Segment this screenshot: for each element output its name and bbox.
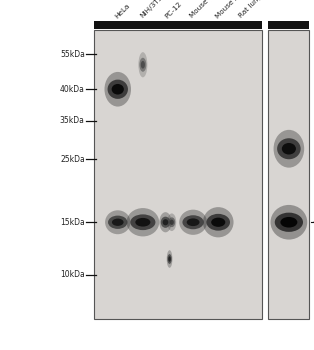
Text: 25kDa: 25kDa: [60, 155, 85, 164]
Ellipse shape: [108, 216, 127, 229]
Ellipse shape: [160, 212, 171, 232]
Text: 35kDa: 35kDa: [60, 116, 85, 125]
Ellipse shape: [130, 214, 155, 230]
Ellipse shape: [282, 143, 296, 154]
Ellipse shape: [167, 250, 172, 268]
Ellipse shape: [206, 214, 230, 231]
Ellipse shape: [280, 217, 297, 228]
Ellipse shape: [105, 72, 131, 107]
Ellipse shape: [182, 215, 204, 229]
Ellipse shape: [167, 214, 176, 231]
Text: 15kDa: 15kDa: [60, 218, 85, 227]
Text: 40kDa: 40kDa: [60, 85, 85, 94]
Ellipse shape: [203, 207, 234, 237]
Text: Rat lung: Rat lung: [237, 0, 263, 19]
Text: PC-12: PC-12: [164, 0, 183, 19]
Ellipse shape: [135, 218, 150, 226]
Text: Mouse liver: Mouse liver: [214, 0, 247, 19]
Text: 55kDa: 55kDa: [60, 50, 85, 59]
Ellipse shape: [275, 212, 303, 232]
Ellipse shape: [139, 58, 146, 72]
Ellipse shape: [127, 208, 159, 237]
Text: HeLa: HeLa: [113, 2, 131, 19]
Ellipse shape: [105, 210, 130, 234]
Text: 10kDa: 10kDa: [60, 270, 85, 279]
Ellipse shape: [168, 256, 171, 262]
Ellipse shape: [141, 61, 145, 69]
Bar: [268, 30, 309, 318]
Ellipse shape: [112, 219, 124, 226]
Ellipse shape: [270, 205, 307, 239]
Ellipse shape: [170, 219, 174, 225]
Ellipse shape: [138, 52, 147, 77]
Bar: [268, 21, 309, 29]
Bar: [94, 21, 262, 29]
Text: Mouse kidney: Mouse kidney: [189, 0, 228, 19]
Text: NIH/3T3: NIH/3T3: [138, 0, 164, 19]
Ellipse shape: [277, 138, 300, 159]
Ellipse shape: [187, 218, 199, 226]
Ellipse shape: [107, 80, 128, 99]
Ellipse shape: [112, 84, 124, 95]
Ellipse shape: [163, 219, 168, 225]
Ellipse shape: [161, 217, 170, 228]
Ellipse shape: [273, 130, 304, 168]
Ellipse shape: [179, 210, 207, 235]
Ellipse shape: [167, 254, 172, 264]
Ellipse shape: [211, 218, 225, 227]
Ellipse shape: [168, 217, 175, 227]
Bar: [94, 30, 262, 318]
